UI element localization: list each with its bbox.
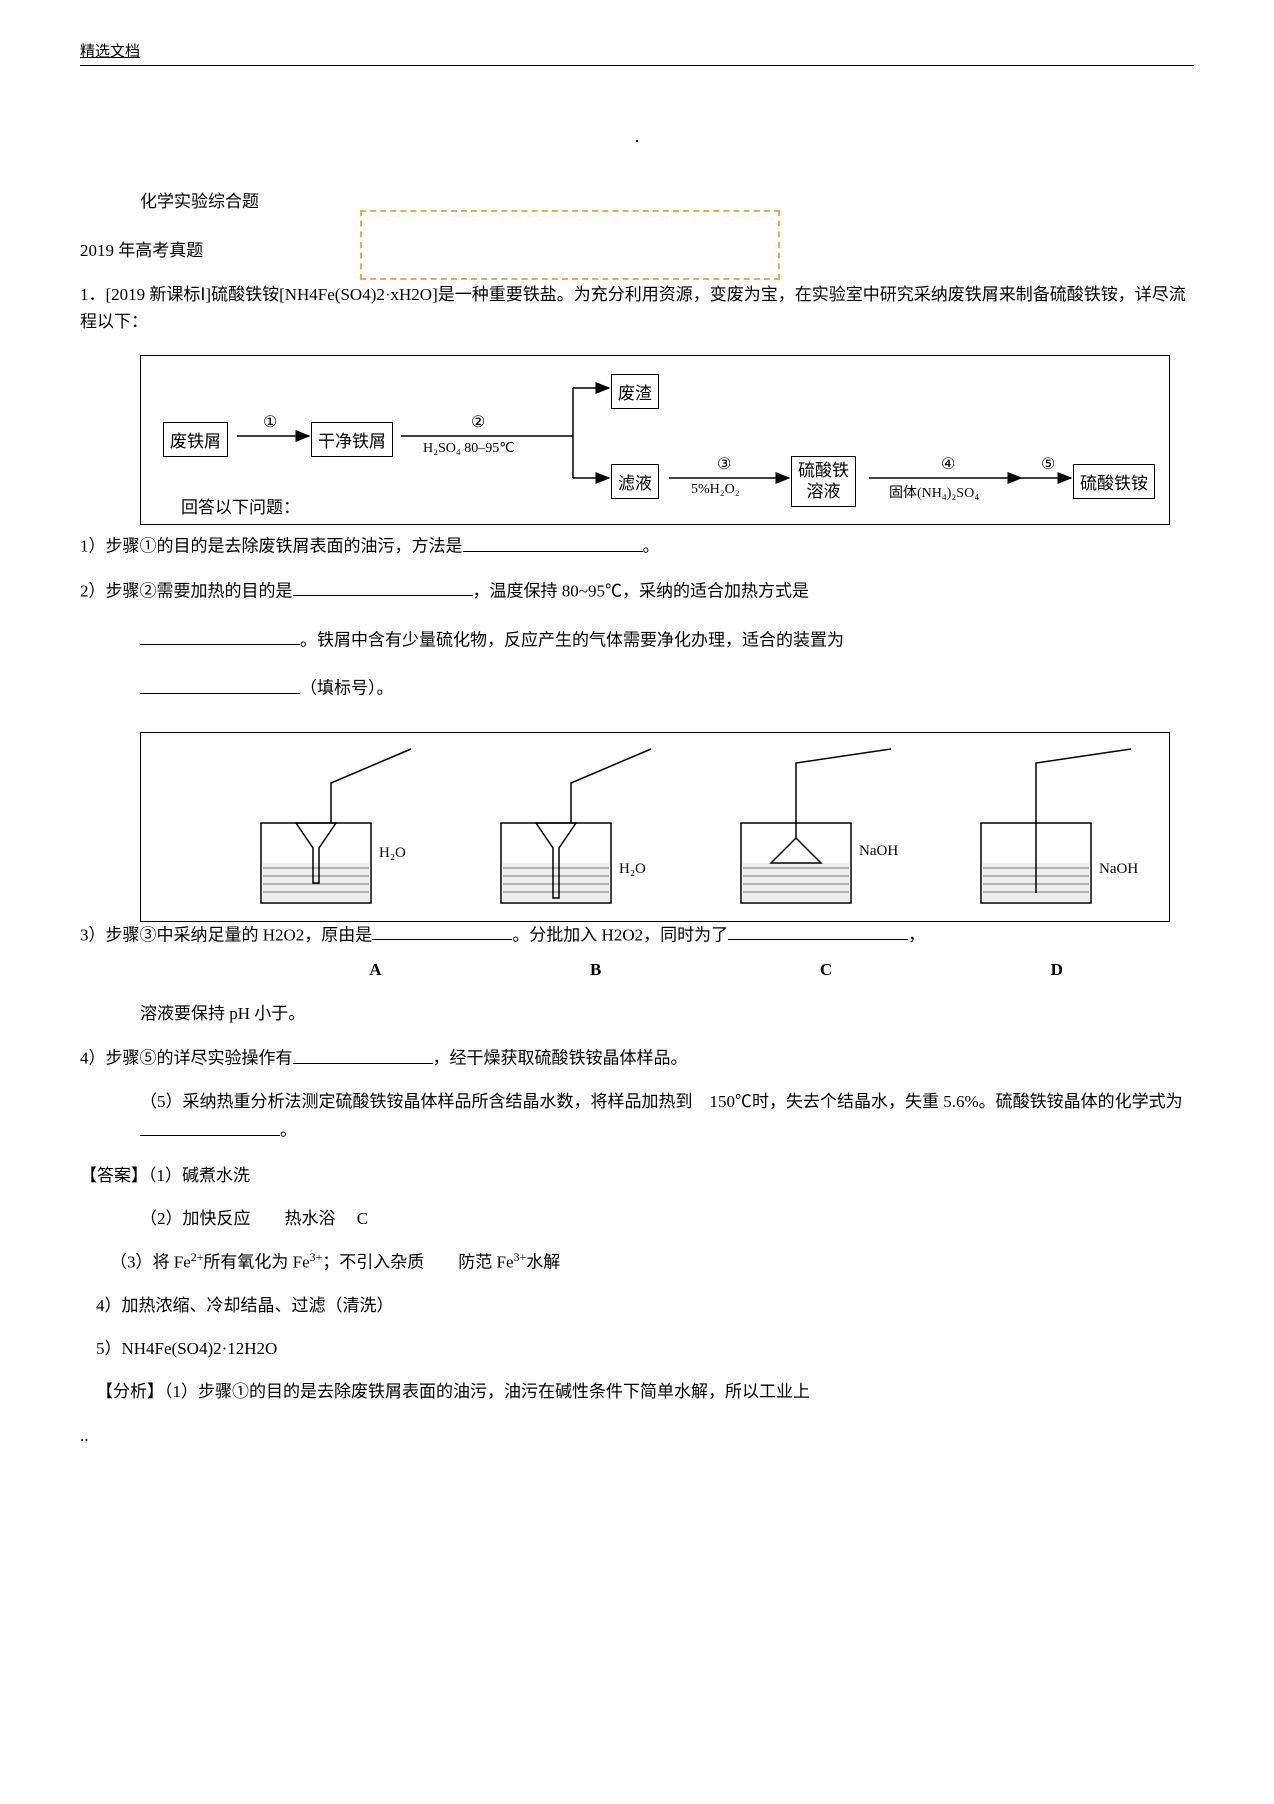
answer-5: 5）NH4Fe(SO4)2·12H2O [96, 1335, 1194, 1362]
flow-label-2-sub: H₂SO₄ 80–95℃ [423, 440, 515, 457]
liquid-label-a: H₂O [379, 845, 406, 862]
flow-node-6: 硫酸铁铵 [1073, 464, 1155, 499]
flow-node-3: 废渣 [611, 374, 659, 409]
flow-label-1: ① [263, 412, 277, 432]
apparatus-letter-c: C [820, 960, 832, 979]
liquid-label-c: NaOH [859, 843, 898, 860]
flow-node-2: 干净铁屑 [311, 422, 393, 457]
q3b-line: 溶液要保持 pH 小于。 [140, 1000, 1194, 1027]
q3-line: 3）步骤③中采纳足量的 H2O2，原由是。分批加入 H2O2，同时为了， [80, 920, 1194, 949]
flow-label-4: ④ [941, 454, 955, 474]
answer-2: （2）加快反应 热水浴 C [140, 1205, 1194, 1232]
answer-4: 4）加热浓缩、冷却结晶、过滤（清洗） [96, 1292, 1194, 1319]
liquid-label-d: NaOH [1099, 861, 1138, 878]
flow-label-2: ② [471, 412, 485, 432]
apparatus-diagram: H₂O H₂O NaOH NaOH [140, 732, 1170, 922]
header-rule [80, 65, 1194, 66]
apparatus-letter-a: A [369, 960, 381, 979]
flow-caption: 回答以下问题： [181, 493, 300, 518]
flow-node-1: 废铁屑 [163, 422, 228, 457]
q5-line: （5）采纳热重分析法测定硫酸铁铵晶体样品所含结晶水数，将样品加热到 150℃时，… [140, 1088, 1194, 1144]
flow-label-5: ⑤ [1041, 454, 1055, 474]
dot-mark: . [80, 126, 1194, 147]
q2c-line: （填标号）。 [140, 673, 1194, 702]
question-1-intro: 1．[2019 新课标Ⅰ]硫酸铁铵[NH4Fe(SO4)2·xH2O]是一种重要… [80, 281, 1194, 335]
q1-line: 1）步骤①的目的是去除废铁屑表面的油污，方法是。 [80, 531, 1194, 560]
answer-3: （3）将 Fe2+所有氧化为 Fe3+；不引入杂质 防范 Fe3+水解 [110, 1248, 1194, 1276]
flow-node-4: 滤液 [611, 464, 659, 499]
section-title: 化学实验综合题 [140, 187, 1194, 212]
section-subtitle: 2019 年高考真题 [80, 236, 1194, 261]
q2-line: 2）步骤②需要加热的目的是，温度保持 80~95℃，采纳的适合加热方式是 [80, 576, 1194, 605]
flow-diagram: 废铁屑 干净铁屑 废渣 滤液 硫酸铁 溶液 硫酸铁铵 ① ② H₂SO₄ 80–… [140, 355, 1170, 525]
q4-line: 4）步骤⑤的详尽实验操作有，经干燥获取硫酸铁铵晶体样品。 [80, 1043, 1194, 1072]
analysis: 【分析】（1）步骤①的目的是去除废铁屑表面的油污，油污在碱性条件下简单水解，所以… [96, 1378, 1194, 1405]
liquid-label-b: H₂O [619, 861, 646, 878]
answer-head: 【答案】（1）碱煮水洗 [80, 1162, 1194, 1189]
flow-node-5: 硫酸铁 溶液 [791, 456, 856, 507]
apparatus-letter-b: B [590, 960, 601, 979]
flow-label-4-sub: 固体(NH₄)₂SO₄ [889, 482, 979, 502]
q2b-line: 。铁屑中含有少量硫化物，反应产生的气体需要净化办理，适合的装置为 [140, 625, 1194, 654]
flow-label-3-sub: 5%H₂O₂ [691, 482, 740, 498]
flow-label-3: ③ [717, 454, 731, 474]
header-label: 精选文档 [80, 40, 1194, 61]
apparatus-letter-d: D [1051, 960, 1063, 979]
footer-dots: .. [80, 1426, 1194, 1446]
